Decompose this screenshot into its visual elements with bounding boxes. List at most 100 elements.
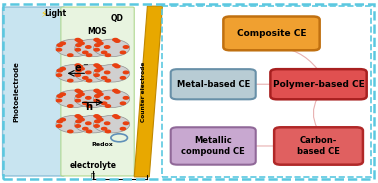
Circle shape <box>75 74 81 76</box>
Circle shape <box>56 48 62 51</box>
Circle shape <box>68 105 73 107</box>
Circle shape <box>86 71 91 74</box>
Circle shape <box>113 115 118 117</box>
FancyBboxPatch shape <box>171 69 256 99</box>
Circle shape <box>120 77 125 79</box>
FancyBboxPatch shape <box>171 127 256 165</box>
Circle shape <box>56 65 92 82</box>
Circle shape <box>104 46 110 48</box>
Circle shape <box>120 127 125 130</box>
Text: Light: Light <box>44 9 66 18</box>
Circle shape <box>57 44 62 46</box>
Circle shape <box>120 51 125 54</box>
Circle shape <box>123 122 129 125</box>
Circle shape <box>94 74 99 76</box>
Text: Carbon-
based CE: Carbon- based CE <box>297 136 340 156</box>
Circle shape <box>79 118 84 121</box>
Circle shape <box>105 54 110 56</box>
Circle shape <box>75 90 111 107</box>
Circle shape <box>96 65 101 68</box>
Circle shape <box>79 42 84 45</box>
Circle shape <box>76 44 81 46</box>
Circle shape <box>104 71 110 74</box>
Circle shape <box>79 68 84 70</box>
Text: e$^-$: e$^-$ <box>74 63 89 74</box>
Text: Polymer-based CE: Polymer-based CE <box>273 80 364 89</box>
Circle shape <box>98 42 103 45</box>
Circle shape <box>94 39 130 57</box>
Text: Metallic
compound CE: Metallic compound CE <box>181 136 245 156</box>
Circle shape <box>56 90 92 107</box>
Circle shape <box>57 69 62 72</box>
Circle shape <box>79 93 84 96</box>
Circle shape <box>83 77 88 79</box>
Circle shape <box>87 79 92 82</box>
Circle shape <box>113 89 118 92</box>
Circle shape <box>56 115 92 133</box>
Circle shape <box>56 74 62 76</box>
Circle shape <box>120 102 125 104</box>
Circle shape <box>75 115 111 133</box>
Circle shape <box>77 91 82 93</box>
Circle shape <box>68 54 73 56</box>
FancyBboxPatch shape <box>3 7 65 176</box>
Circle shape <box>104 122 110 125</box>
Text: Composite CE: Composite CE <box>237 29 306 38</box>
Circle shape <box>76 120 81 123</box>
Circle shape <box>57 120 62 123</box>
Circle shape <box>95 69 100 72</box>
Circle shape <box>60 42 65 45</box>
Circle shape <box>123 46 129 48</box>
Circle shape <box>115 40 120 42</box>
FancyBboxPatch shape <box>223 16 320 50</box>
FancyBboxPatch shape <box>274 127 363 165</box>
Circle shape <box>102 127 107 130</box>
Circle shape <box>96 91 101 93</box>
Circle shape <box>83 102 88 104</box>
Circle shape <box>105 130 110 133</box>
Circle shape <box>115 65 120 68</box>
Circle shape <box>94 90 130 107</box>
Circle shape <box>75 89 81 92</box>
Text: MOS: MOS <box>87 27 107 36</box>
Circle shape <box>60 118 65 121</box>
Circle shape <box>94 99 99 102</box>
Text: Counter electrode: Counter electrode <box>141 61 146 122</box>
Circle shape <box>94 115 130 133</box>
Circle shape <box>60 93 65 96</box>
Circle shape <box>57 95 62 97</box>
Circle shape <box>95 95 100 97</box>
Text: ⚡: ⚡ <box>40 8 47 18</box>
Circle shape <box>96 116 101 119</box>
FancyBboxPatch shape <box>61 7 134 176</box>
Circle shape <box>75 115 81 117</box>
Circle shape <box>87 130 92 133</box>
Circle shape <box>77 40 82 42</box>
Circle shape <box>102 102 107 104</box>
Circle shape <box>102 77 107 79</box>
Circle shape <box>123 97 129 99</box>
Circle shape <box>113 38 118 41</box>
Circle shape <box>105 79 110 82</box>
Circle shape <box>75 64 81 66</box>
Circle shape <box>115 91 120 93</box>
Circle shape <box>123 71 129 74</box>
Circle shape <box>94 65 130 82</box>
Circle shape <box>75 38 81 41</box>
Circle shape <box>77 116 82 119</box>
Text: 💡: 💡 <box>91 173 95 179</box>
Circle shape <box>56 39 92 57</box>
Circle shape <box>98 68 103 70</box>
Circle shape <box>76 69 81 72</box>
Polygon shape <box>134 6 163 177</box>
Circle shape <box>87 105 92 107</box>
Circle shape <box>56 125 62 127</box>
Circle shape <box>94 38 99 41</box>
Circle shape <box>60 68 65 70</box>
Circle shape <box>115 116 120 119</box>
Circle shape <box>113 64 118 66</box>
Circle shape <box>75 48 81 51</box>
Circle shape <box>102 51 107 54</box>
Circle shape <box>96 40 101 42</box>
Text: Metal-based CE: Metal-based CE <box>177 80 250 89</box>
